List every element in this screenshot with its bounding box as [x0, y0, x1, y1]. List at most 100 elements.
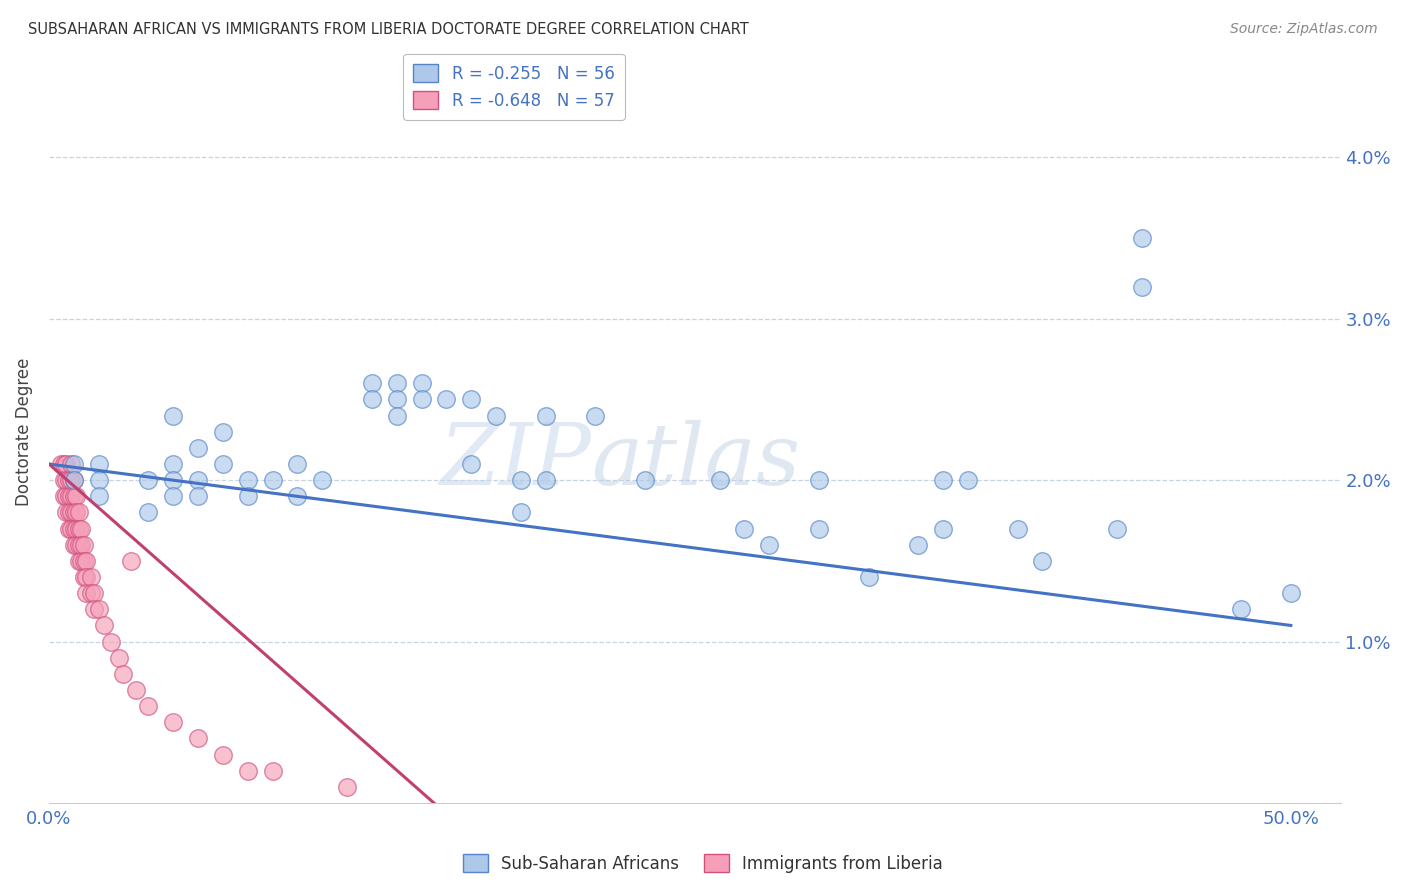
Point [62, 489, 84, 503]
Point [807, 473, 830, 487]
Point [62, 506, 84, 520]
Y-axis label: Doctorate Degree: Doctorate Degree [15, 358, 32, 506]
Point [236, 473, 259, 487]
Point [709, 473, 731, 487]
Point [60, 457, 83, 471]
Text: Source: ZipAtlas.com: Source: ZipAtlas.com [1230, 22, 1378, 37]
Point [162, 457, 184, 471]
Point [62, 457, 84, 471]
Point [360, 376, 382, 391]
Point [411, 392, 433, 407]
Point [52, 489, 75, 503]
Point [509, 506, 531, 520]
Point [460, 457, 482, 471]
Point [73, 570, 96, 584]
Point [385, 392, 408, 407]
Point [67, 538, 90, 552]
Point [1230, 602, 1253, 616]
Legend: Sub-Saharan Africans, Immigrants from Liberia: Sub-Saharan Africans, Immigrants from Li… [456, 847, 950, 880]
Point [65, 506, 87, 520]
Point [360, 392, 382, 407]
Point [87, 457, 110, 471]
Point [807, 522, 830, 536]
Point [1130, 231, 1153, 245]
Point [75, 586, 97, 600]
Text: SUBSAHARAN AFRICAN VS IMMIGRANTS FROM LIBERIA DOCTORATE DEGREE CORRELATION CHART: SUBSAHARAN AFRICAN VS IMMIGRANTS FROM LI… [28, 22, 749, 37]
Point [55, 473, 77, 487]
Point [956, 473, 979, 487]
Point [65, 489, 87, 503]
Point [67, 554, 90, 568]
Point [1105, 522, 1128, 536]
Point [187, 489, 209, 503]
Point [136, 473, 159, 487]
Point [385, 376, 408, 391]
Point [1031, 554, 1053, 568]
Point [1130, 279, 1153, 293]
Point [87, 489, 110, 503]
Point [62, 473, 84, 487]
Point [55, 489, 77, 503]
Point [162, 409, 184, 423]
Point [58, 506, 80, 520]
Point [285, 457, 308, 471]
Point [385, 409, 408, 423]
Point [162, 489, 184, 503]
Point [634, 473, 657, 487]
Point [62, 538, 84, 552]
Point [262, 473, 284, 487]
Point [262, 764, 284, 778]
Legend: R = -0.255   N = 56, R = -0.648   N = 57: R = -0.255 N = 56, R = -0.648 N = 57 [404, 54, 624, 120]
Point [434, 392, 457, 407]
Point [51, 457, 73, 471]
Point [58, 473, 80, 487]
Point [75, 570, 97, 584]
Point [55, 457, 77, 471]
Point [211, 457, 233, 471]
Point [162, 473, 184, 487]
Point [932, 473, 955, 487]
Point [285, 489, 308, 503]
Point [80, 570, 103, 584]
Point [112, 666, 135, 681]
Point [62, 473, 84, 487]
Point [236, 764, 259, 778]
Point [70, 538, 93, 552]
Point [67, 522, 90, 536]
Point [58, 522, 80, 536]
Point [73, 554, 96, 568]
Point [136, 699, 159, 714]
Point [460, 392, 482, 407]
Point [858, 570, 880, 584]
Point [107, 650, 129, 665]
Point [336, 780, 359, 794]
Point [80, 586, 103, 600]
Point [236, 489, 259, 503]
Point [211, 747, 233, 762]
Point [120, 554, 142, 568]
Point [411, 376, 433, 391]
Point [60, 506, 83, 520]
Point [58, 489, 80, 503]
Point [60, 522, 83, 536]
Point [125, 683, 148, 698]
Point [311, 473, 333, 487]
Point [73, 538, 96, 552]
Text: atlas: atlas [592, 420, 800, 503]
Point [70, 554, 93, 568]
Point [70, 522, 93, 536]
Point [534, 409, 557, 423]
Point [1279, 586, 1302, 600]
Point [733, 522, 755, 536]
Point [907, 538, 929, 552]
Point [509, 473, 531, 487]
Point [52, 473, 75, 487]
Point [60, 489, 83, 503]
Point [534, 473, 557, 487]
Point [62, 522, 84, 536]
Point [162, 715, 184, 730]
Point [65, 538, 87, 552]
Point [60, 473, 83, 487]
Point [100, 634, 122, 648]
Point [87, 473, 110, 487]
